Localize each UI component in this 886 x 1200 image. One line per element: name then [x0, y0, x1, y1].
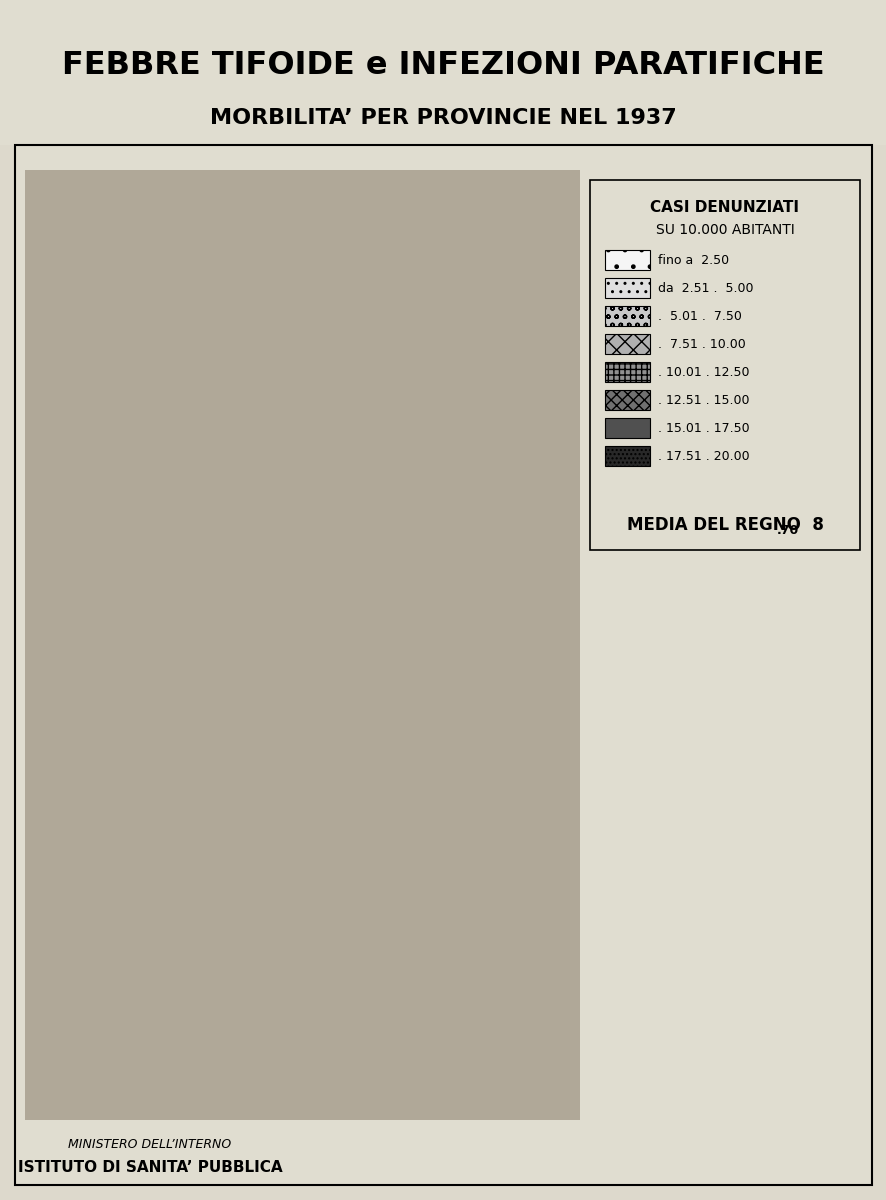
Text: MORBILITA’ PER PROVINCIE NEL 1937: MORBILITA’ PER PROVINCIE NEL 1937 — [209, 108, 676, 128]
Text: .  7.51 . 10.00: . 7.51 . 10.00 — [657, 337, 745, 350]
Bar — [604, 390, 649, 410]
Text: .70: .70 — [776, 523, 798, 536]
Text: SU 10.000 ABITANTI: SU 10.000 ABITANTI — [655, 223, 794, 236]
Text: fino a  2.50: fino a 2.50 — [657, 253, 728, 266]
Text: ISTITUTO DI SANITA’ PUBBLICA: ISTITUTO DI SANITA’ PUBBLICA — [18, 1160, 282, 1176]
Text: . 10.01 . 12.50: . 10.01 . 12.50 — [657, 366, 749, 378]
Bar — [604, 446, 649, 466]
Bar — [0, 0, 886, 145]
Bar — [604, 334, 649, 354]
Bar — [604, 362, 649, 382]
Bar — [15, 145, 871, 1186]
Bar — [604, 418, 649, 438]
Bar — [604, 250, 649, 270]
Text: . 15.01 . 17.50: . 15.01 . 17.50 — [657, 421, 749, 434]
Text: MINISTERO DELL’INTERNO: MINISTERO DELL’INTERNO — [68, 1139, 231, 1152]
Text: .  5.01 .  7.50: . 5.01 . 7.50 — [657, 310, 741, 323]
Bar — [589, 180, 859, 550]
Bar — [604, 278, 649, 298]
Text: MEDIA DEL REGNO  8: MEDIA DEL REGNO 8 — [626, 516, 822, 534]
Text: . 17.51 . 20.00: . 17.51 . 20.00 — [657, 450, 749, 462]
Text: CASI DENUNZIATI: CASI DENUNZIATI — [649, 200, 798, 216]
Text: da  2.51 .  5.00: da 2.51 . 5.00 — [657, 282, 752, 294]
Bar — [25, 170, 579, 1120]
Text: . 12.51 . 15.00: . 12.51 . 15.00 — [657, 394, 749, 407]
Bar — [604, 306, 649, 326]
Text: FEBBRE TIFOIDE e INFEZIONI PARATIFICHE: FEBBRE TIFOIDE e INFEZIONI PARATIFICHE — [62, 49, 823, 80]
